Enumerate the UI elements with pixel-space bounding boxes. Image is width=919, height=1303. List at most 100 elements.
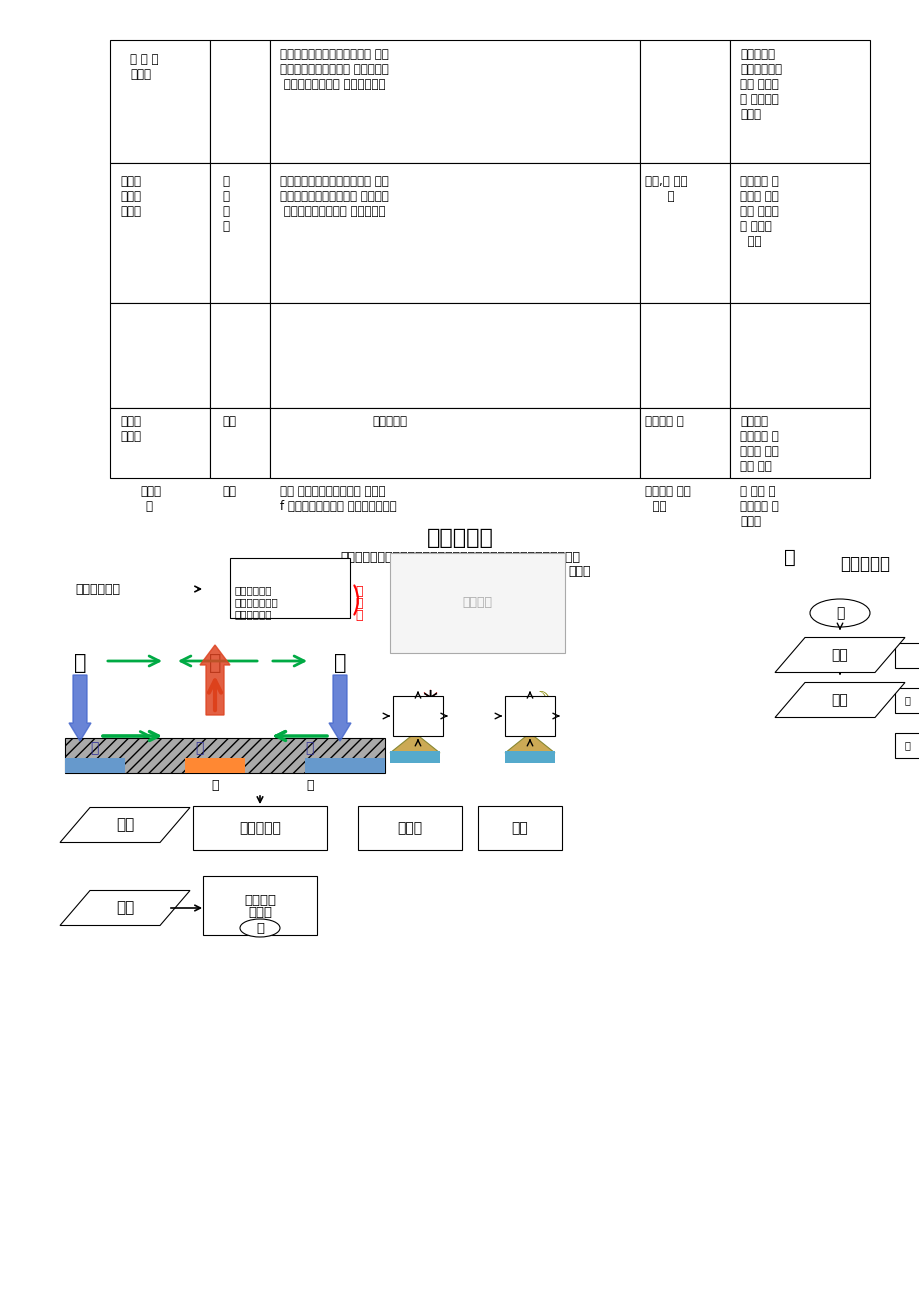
Text: 过 程的认: 过 程的认 [739, 220, 771, 233]
Text: 大气水平运动: 大气水平运动 [234, 609, 272, 619]
Text: 多媒: 多媒 [511, 821, 528, 835]
Text: 空气环流，称之为热力环 流。并说: 空气环流，称之为热力环 流。并说 [279, 190, 389, 203]
Text: 结: 结 [255, 921, 264, 934]
Text: 小结：由于地面冷热不均而形 成的: 小结：由于地面冷热不均而形 成的 [279, 175, 389, 188]
Bar [640, 40, 729, 163]
Bar [640, 408, 729, 478]
Text: 新: 新 [221, 205, 229, 218]
Bar [729, 40, 869, 163]
FancyArrow shape [199, 645, 230, 715]
Text: 九板书设计: 九板书设计 [426, 528, 493, 549]
Text: 周练习: 周练习 [119, 430, 141, 443]
Text: 承: 承 [903, 740, 909, 751]
Text: 巩固练: 巩固练 [248, 907, 272, 920]
Text: 练习: 练习 [221, 414, 236, 427]
Text: 的能 力。: 的能 力。 [739, 460, 771, 473]
Text: 培养归纳 能: 培养归纳 能 [739, 175, 777, 188]
Bar [269, 163, 640, 304]
Text: 运用模式 解: 运用模式 解 [739, 430, 777, 443]
FancyBboxPatch shape [193, 807, 326, 850]
Polygon shape [390, 734, 439, 753]
Text: 冷: 冷 [306, 779, 313, 792]
Bar [269, 304, 640, 408]
Text: 理现 象发展: 理现 象发展 [739, 205, 777, 218]
Bar [110, 40, 210, 163]
Polygon shape [774, 637, 904, 672]
Text: 明它是大气运动最简 单的形式。: 明它是大气运动最简 单的形式。 [279, 205, 385, 218]
Text: 识。: 识。 [739, 235, 761, 248]
Text: 处。从而形成人气 的热力环流。: 处。从而形成人气 的热力环流。 [279, 78, 385, 91]
Text: 考、回答，: 考、回答， [739, 48, 774, 61]
Bar [65, 758, 125, 773]
Text: ☽: ☽ [529, 691, 550, 711]
Text: 环: 环 [355, 609, 362, 622]
FancyArrow shape [69, 675, 91, 741]
Text: 思考并回 答: 思考并回 答 [644, 414, 683, 427]
Text: 学生: 学生 [116, 900, 134, 916]
Text: 板书以结构式为主，便于提高学生的逻辑思维能力。版图设计逐步呈现。: 板书以结构式为主，便于提高学生的逻辑思维能力。版图设计逐步呈现。 [340, 551, 579, 564]
Text: 记: 记 [644, 190, 674, 203]
Text: 归纳热: 归纳热 [119, 175, 141, 188]
Text: 主板书: 主板书 [289, 566, 311, 579]
Bar [505, 751, 554, 764]
Text: 热: 热 [355, 585, 362, 598]
Polygon shape [60, 890, 190, 925]
Bar [185, 758, 244, 773]
FancyBboxPatch shape [203, 876, 317, 936]
Bar [210, 163, 269, 304]
Text: 低: 低 [74, 653, 86, 674]
Text: 地面受热不均: 地面受热不均 [75, 582, 119, 595]
Text: 培 养归 纳: 培 养归 纳 [739, 485, 775, 498]
Ellipse shape [240, 919, 279, 937]
Bar [110, 408, 210, 478]
Text: 边讲边画热: 边讲边画热 [239, 821, 280, 835]
Text: 低: 低 [195, 741, 203, 754]
Bar [392, 696, 443, 736]
Bar [894, 734, 919, 758]
Text: 理解。: 理解。 [739, 515, 760, 528]
Text: *: * [422, 688, 437, 718]
Bar [640, 304, 729, 408]
FancyBboxPatch shape [357, 807, 461, 850]
Text: 同一水平气压差: 同一水平气压差 [234, 597, 278, 607]
Text: 教学流程图: 教学流程图 [839, 555, 889, 573]
Bar [210, 304, 269, 408]
Text: 归纳热力: 归纳热力 [244, 894, 276, 907]
Text: 课: 课 [221, 220, 229, 233]
Text: 学: 学 [221, 190, 229, 203]
Text: 学生: 学生 [831, 693, 847, 708]
Bar [305, 758, 384, 773]
Text: 热: 热 [211, 779, 219, 792]
Text: f 垂直运动一水平运 动（热力环流）: f 垂直运动一水平运 动（热力环流） [279, 500, 396, 513]
Bar [505, 696, 554, 736]
Text: 生 获得感性: 生 获得感性 [739, 93, 777, 106]
Text: 课堂小: 课堂小 [140, 485, 161, 498]
Text: 在同一水平向上由图压 处流向低压: 在同一水平向上由图压 处流向低压 [279, 63, 389, 76]
Text: 环 流 形: 环 流 形 [130, 53, 158, 66]
Text: 副板书: 副板书 [568, 566, 591, 579]
Bar [729, 408, 869, 478]
Text: 中国地图: 中国地图 [461, 597, 492, 610]
Text: 教师的讲解、: 教师的讲解、 [739, 63, 781, 76]
Bar [729, 163, 869, 304]
Text: 大气垂直运动: 大气垂直运动 [234, 585, 272, 595]
Text: 高: 高 [209, 653, 221, 674]
Bar [210, 408, 269, 478]
Text: 低: 低 [334, 653, 346, 674]
Text: 教: 教 [221, 175, 229, 188]
Bar [230, 558, 349, 618]
Bar [210, 40, 269, 163]
Text: 开: 开 [834, 606, 844, 620]
Text: 小结: 小结 [221, 485, 236, 498]
Text: 异形成的空气水平运动，指出 空气: 异形成的空气水平运动，指出 空气 [279, 48, 389, 61]
Polygon shape [60, 808, 190, 843]
Text: 边听,边 做笔: 边听,边 做笔 [644, 175, 686, 188]
Text: 思考、归 纳、: 思考、归 纳、 [644, 485, 690, 498]
Bar [729, 304, 869, 408]
Text: 力环流: 力环流 [119, 190, 141, 203]
Text: 的概念: 的概念 [119, 205, 141, 218]
Text: 学生: 学生 [831, 648, 847, 662]
Bar [65, 737, 384, 773]
Bar [390, 552, 564, 653]
Text: 高: 高 [305, 741, 313, 754]
